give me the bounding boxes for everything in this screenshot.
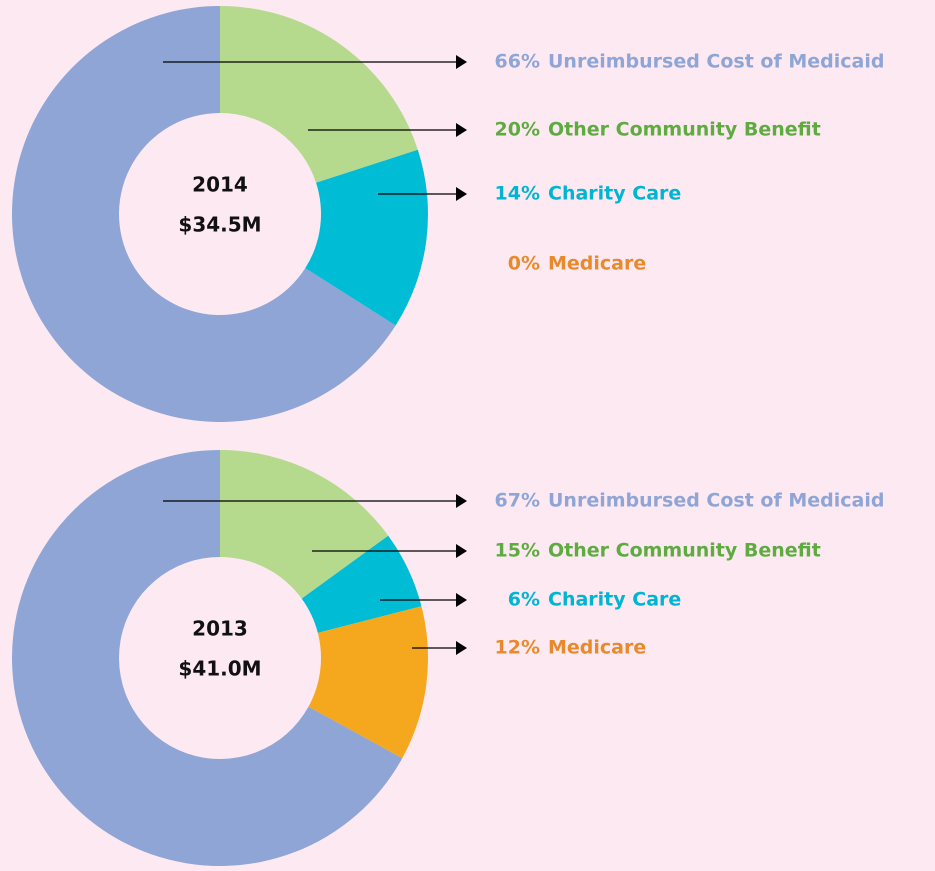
category-label: Charity Care — [548, 183, 681, 205]
category-label: Medicare — [548, 253, 646, 275]
center-year: 2013 — [192, 617, 248, 641]
category-label: Medicare — [548, 637, 646, 659]
arrow-head — [456, 123, 467, 137]
category-label: Unreimbursed Cost of Medicaid — [548, 51, 884, 73]
value-label: 12% — [495, 637, 540, 659]
center-total: $34.5M — [178, 213, 261, 237]
arrow-head — [456, 494, 467, 508]
donut-slice — [308, 606, 429, 759]
value-label: 15% — [495, 540, 540, 562]
value-label: 0% — [508, 253, 540, 275]
arrow-head — [456, 187, 467, 201]
arrow-head — [456, 593, 467, 607]
category-label: Unreimbursed Cost of Medicaid — [548, 490, 884, 512]
value-label: 66% — [495, 51, 540, 73]
donut-slice — [301, 535, 422, 633]
arrow-head — [456, 55, 467, 69]
arrow-head — [456, 544, 467, 558]
donut-slice — [11, 6, 396, 422]
category-label: Charity Care — [548, 589, 681, 611]
value-label: 20% — [495, 119, 540, 141]
donut-slice — [220, 450, 389, 599]
donut-slice — [220, 6, 418, 183]
donut-slice — [11, 450, 403, 867]
value-label: 6% — [508, 589, 540, 611]
arrow-head — [456, 641, 467, 655]
center-year: 2014 — [192, 173, 248, 197]
center-total: $41.0M — [178, 657, 261, 681]
value-label: 67% — [495, 490, 540, 512]
value-label: 14% — [495, 183, 540, 205]
category-label: Other Community Benefit — [548, 540, 821, 562]
category-label: Other Community Benefit — [548, 119, 821, 141]
